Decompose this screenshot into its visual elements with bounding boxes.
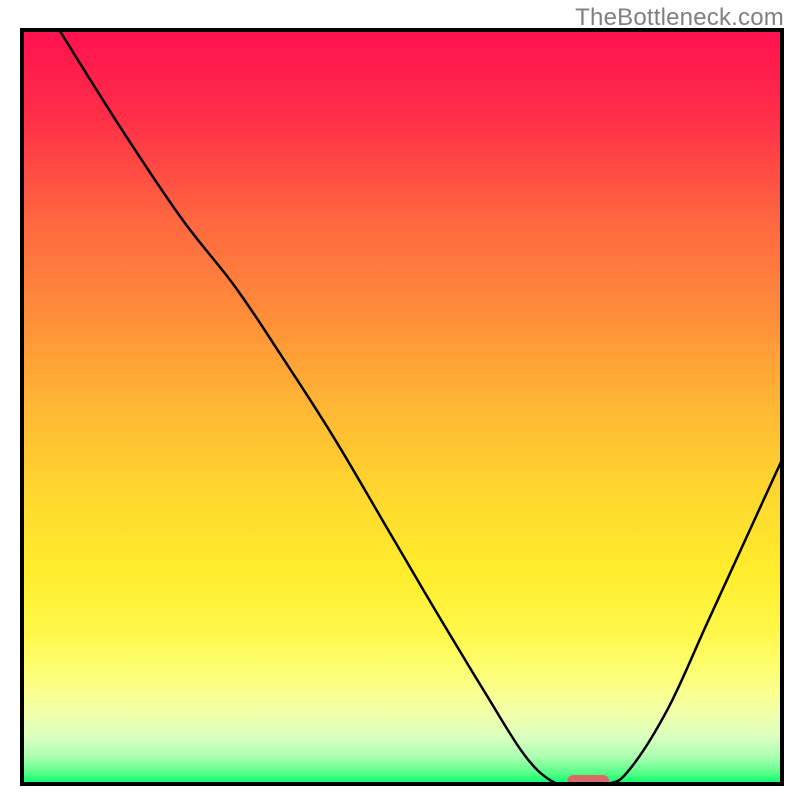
- bottleneck-chart: TheBottleneck.com: [0, 0, 800, 800]
- chart-svg: [0, 0, 800, 800]
- gradient-background: [22, 30, 782, 784]
- watermark-text: TheBottleneck.com: [575, 4, 784, 32]
- optimal-marker: [567, 775, 609, 789]
